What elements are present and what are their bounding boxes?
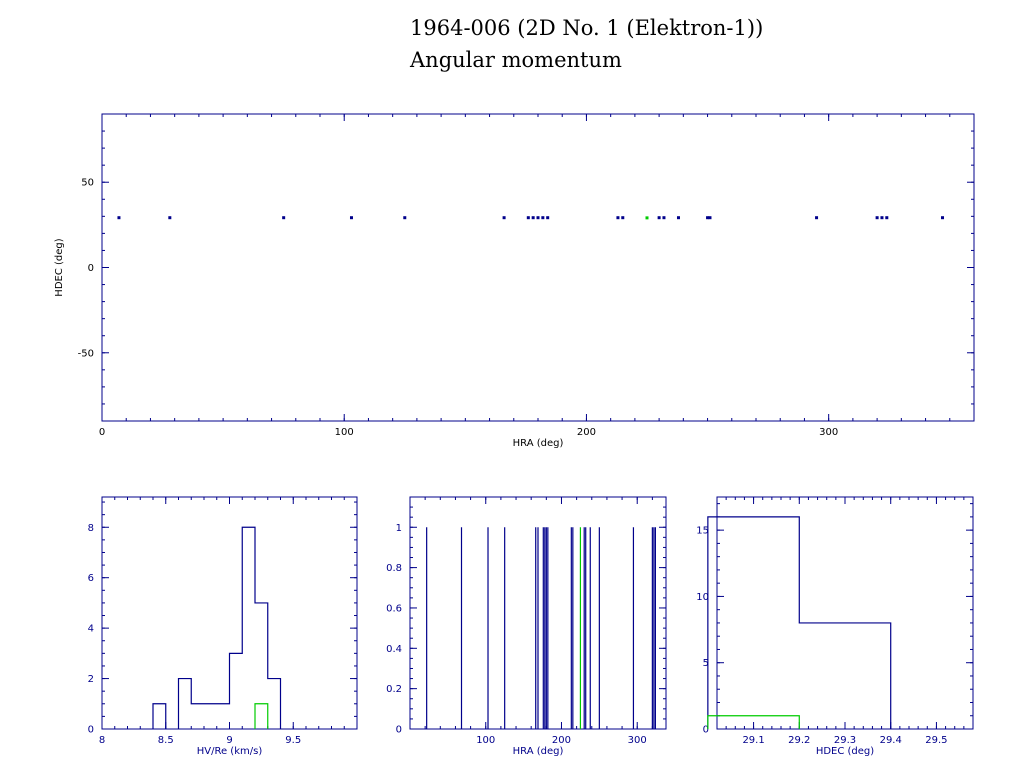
x-tick-label: 29.5 [925,735,947,746]
data-point [541,216,545,220]
x-tick-label: 29.3 [834,735,856,746]
x-tick-label: 300 [819,427,838,438]
plot-frame [101,113,975,422]
chart-panel-3: 100 200 300 0 0.2 0.4 0.6 0.8 1 HRA (deg) [386,496,667,757]
y-tick-label: 0 [88,263,94,274]
y-tick-label: 15 [696,526,709,537]
x-tick-label: 29.1 [742,735,764,746]
data-point [117,216,121,220]
y-tick-label: 10 [696,592,709,603]
data-point [546,216,550,220]
y-tick-label: 0.8 [386,563,402,574]
data-point [885,216,889,220]
data-point [616,216,620,220]
data-point [168,216,172,220]
histogram-bar [268,679,281,729]
y-tick-label: 50 [81,178,94,189]
y-tick-label: 0.6 [386,603,402,614]
y-tick-label: 0.4 [386,644,402,655]
histogram-bar [179,679,192,729]
data-point [349,216,353,220]
y-tick-label: 2 [88,674,94,685]
x-tick-label: 8.5 [158,735,174,746]
chart-title: 1964-006 (2D No. 1 (Elektron-1)) [410,16,764,40]
x-tick-label: 29.4 [880,735,902,746]
data-point [536,216,540,220]
data-point [526,216,530,220]
y-tick-label: 0 [88,725,94,736]
y-tick-label: -50 [78,348,94,359]
histogram-outline [254,703,269,729]
x-tick-label: 300 [628,735,647,746]
y-tick-label: 0 [396,725,402,736]
y-tick-label: 0 [703,725,709,736]
histogram-bar [255,704,268,729]
data-point [662,216,666,220]
y-tick-label: 1 [396,523,402,534]
data-point [875,216,879,220]
x-tick-label: 9 [226,735,232,746]
data-point [645,216,649,220]
histogram-bar [708,517,799,729]
histogram-outline [707,715,800,729]
data-point [941,216,945,220]
x-tick-label: 100 [476,735,495,746]
x-tick-label: 200 [577,427,596,438]
chart-panel-2: 8 8.5 9 9.5 0 2 4 6 8 HV/Re (km/s) [88,496,358,757]
y-tick-label: 6 [88,573,94,584]
x-axis-label: HRA (deg) [513,438,564,449]
histogram-bar [799,623,890,729]
y-tick-label: 4 [88,624,94,635]
x-tick-label: 100 [335,427,354,438]
data-point [282,216,286,220]
x-axis-label: HRA (deg) [513,746,564,757]
histogram-outline [152,526,282,729]
data-point [657,216,661,220]
data-point [502,216,506,220]
y-tick-label: 8 [88,523,94,534]
x-axis-label: HDEC (deg) [816,746,874,757]
x-tick-label: 9.5 [285,735,301,746]
data-point [621,216,625,220]
histogram-bar [191,704,229,729]
data-point [706,216,710,220]
x-tick-label: 200 [552,735,571,746]
histogram-bar [242,527,255,729]
y-axis-label: HDEC (deg) [54,238,65,296]
x-tick-label: 29.2 [788,735,810,746]
chart-subtitle: Angular momentum [410,48,622,72]
y-tick-label: 5 [703,658,709,669]
data-point [676,216,680,220]
histogram-outline [707,516,892,729]
histogram-bar [708,716,799,729]
x-tick-label: 0 [99,427,105,438]
chart-panel-4: 29.1 29.2 29.3 29.4 29.5 0 5 10 15 HDEC (deg) [696,496,974,757]
chart-panel-1: 0 100 200 300 -50 0 50 HRA (deg) HDEC (deg) [54,113,975,449]
data-point [403,216,407,220]
data-point [531,216,535,220]
data-point [815,216,819,220]
histogram-bar [230,653,243,729]
histogram-bar [153,704,166,729]
data-point [880,216,884,220]
y-tick-label: 0.2 [386,684,402,695]
x-tick-label: 8 [99,735,105,746]
data-point [708,216,712,220]
x-axis-label: HV/Re (km/s) [197,746,263,757]
